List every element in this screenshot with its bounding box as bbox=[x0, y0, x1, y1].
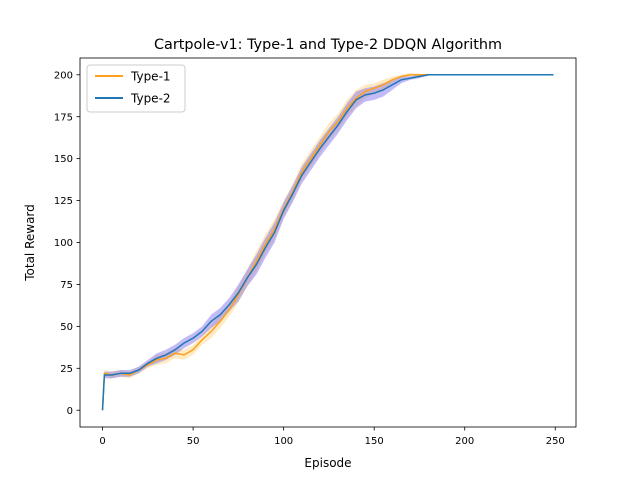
y-axis: 0 25 50 75 100 125 150 175 200 bbox=[54, 70, 80, 417]
x-axis-label: Episode bbox=[304, 456, 351, 470]
chart-title: Cartpole-v1: Type-1 and Type-2 DDQN Algo… bbox=[154, 37, 502, 53]
y-tick-label: 50 bbox=[60, 322, 73, 333]
y-tick-label: 100 bbox=[54, 238, 73, 249]
y-tick-label: 25 bbox=[60, 364, 73, 375]
x-tick-label: 150 bbox=[365, 436, 384, 447]
legend-label-type-2: Type-2 bbox=[130, 92, 171, 106]
y-tick-label: 0 bbox=[67, 406, 73, 417]
y-tick-label: 150 bbox=[54, 154, 73, 165]
x-axis: 0 50 100 150 200 250 bbox=[99, 427, 565, 447]
y-tick-label: 200 bbox=[54, 70, 73, 81]
line-type-2 bbox=[101, 74, 554, 411]
y-tick-label: 75 bbox=[60, 280, 73, 291]
x-tick-label: 250 bbox=[546, 436, 565, 447]
y-tick-label: 175 bbox=[54, 112, 73, 123]
x-tick-label: 100 bbox=[274, 436, 293, 447]
y-axis-label: Total Reward bbox=[23, 204, 37, 282]
band-type-2 bbox=[102, 73, 554, 412]
x-tick-label: 200 bbox=[455, 436, 474, 447]
legend: Type-1 Type-2 bbox=[86, 64, 186, 113]
legend-label-type-1: Type-1 bbox=[130, 70, 171, 84]
series-lines bbox=[101, 74, 554, 411]
x-tick-label: 50 bbox=[187, 436, 200, 447]
y-tick-label: 125 bbox=[54, 196, 73, 207]
x-tick-label: 0 bbox=[99, 436, 105, 447]
